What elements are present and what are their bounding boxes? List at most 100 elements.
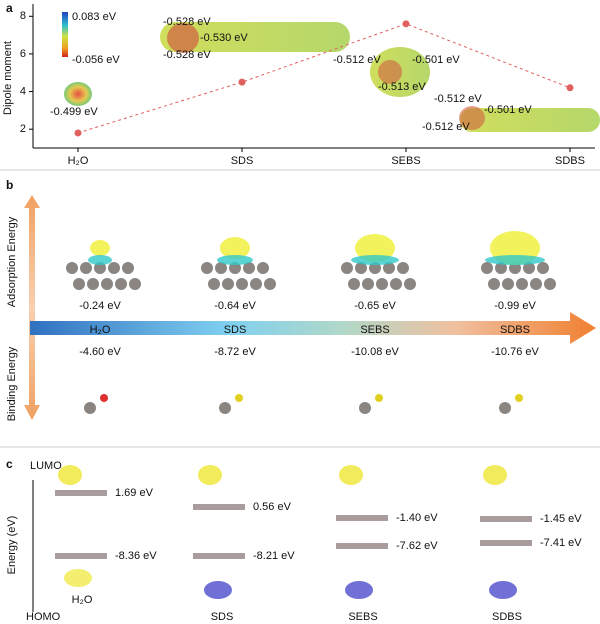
substrate-atom — [341, 262, 353, 274]
esp-map — [167, 23, 199, 53]
orbital — [483, 465, 507, 485]
orbital — [64, 569, 92, 587]
axis-label: Binding Energy — [6, 346, 18, 421]
esp-label: -0.528 eV — [163, 49, 211, 61]
lumo-label: LUMO — [30, 460, 62, 472]
substrate-atom — [215, 262, 227, 274]
substrate-atom — [502, 278, 514, 290]
molecule-name: SDS — [224, 324, 247, 336]
adsorption-energy: -0.99 eV — [494, 300, 536, 312]
molecule-name: H₂O — [90, 324, 111, 336]
adsorption-energy: -0.64 eV — [214, 300, 256, 312]
esp-label: -0.501 eV — [484, 104, 532, 116]
substrate-atom — [236, 278, 248, 290]
molecule-atom — [515, 394, 523, 402]
esp-label: -0.512 eV — [434, 93, 482, 105]
orbital — [58, 465, 82, 485]
substrate-atom — [355, 262, 367, 274]
substrate-atom — [94, 262, 106, 274]
panel-a: Dipole moment 0.083 eV -0.056 eV -0.499 … — [2, 4, 600, 149]
molecule-name: H₂O — [72, 594, 93, 606]
substrate-atom — [362, 278, 374, 290]
homo-level — [336, 543, 388, 549]
substrate-atom — [376, 278, 388, 290]
y-tick-label: 6 — [20, 48, 26, 60]
charge-density — [351, 255, 399, 265]
molecule-name: SDBS — [492, 611, 522, 623]
homo-energy: -8.36 eV — [115, 550, 157, 562]
esp-map — [460, 108, 600, 132]
substrate-atom — [129, 278, 141, 290]
y-tick-label: 8 — [20, 10, 26, 22]
esp-label: -0.528 eV — [163, 16, 211, 28]
homo-energy: -8.21 eV — [253, 550, 295, 562]
esp-label: -0.513 eV — [378, 81, 426, 93]
esp-label: -0.512 eV — [333, 54, 381, 66]
substrate-atom — [222, 278, 234, 290]
orbital — [204, 581, 232, 599]
substrate-atom — [530, 278, 542, 290]
substrate-atom — [488, 278, 500, 290]
axis-label: Adsorption Energy — [6, 216, 18, 307]
binding-energy: -10.76 eV — [491, 346, 539, 358]
charge-density — [485, 255, 545, 265]
molecule-name: SDS — [211, 611, 234, 623]
esp-map — [64, 82, 92, 106]
orbital — [198, 465, 222, 485]
lumo-energy: 0.56 eV — [253, 501, 292, 513]
substrate-atom — [509, 262, 521, 274]
esp-label: -0.499 eV — [50, 106, 98, 118]
data-line — [77, 23, 571, 134]
charge-density — [88, 255, 112, 265]
y-axis-label: Dipole moment — [2, 41, 14, 115]
data-point — [238, 78, 246, 86]
vertical-arrow — [24, 195, 40, 420]
esp-label: -0.512 eV — [422, 121, 470, 133]
lumo-energy: -1.45 eV — [540, 513, 582, 525]
substrate-atom — [80, 262, 92, 274]
colorbar-label: -0.056 eV — [72, 54, 120, 66]
charge-density — [355, 234, 395, 262]
substrate-atom — [243, 262, 255, 274]
adsorption-energy: -0.24 eV — [79, 300, 121, 312]
orbital — [339, 465, 363, 485]
ion-atom — [499, 402, 511, 414]
substrate-atom — [208, 278, 220, 290]
panel-label: c — [6, 457, 13, 471]
lumo-level — [55, 490, 107, 496]
substrate-atom — [544, 278, 556, 290]
substrate-atom — [523, 262, 535, 274]
ion-atom — [359, 402, 371, 414]
esp-map — [160, 22, 350, 52]
esp-label: -0.530 eV — [200, 32, 248, 44]
charge-density — [217, 255, 253, 265]
substrate-atom — [348, 278, 360, 290]
x-tick-label: SDBS — [555, 155, 585, 167]
colorbar-label: 0.083 eV — [72, 11, 117, 23]
horizontal-arrow — [30, 312, 596, 344]
substrate-atom — [122, 262, 134, 274]
substrate-atom — [369, 262, 381, 274]
binding-energy: -4.60 eV — [79, 346, 121, 358]
substrate-atom — [257, 262, 269, 274]
panel-label: b — [6, 178, 13, 192]
molecule-name: SEBS — [360, 324, 389, 336]
homo-level — [55, 553, 107, 559]
binding-energy: -8.72 eV — [214, 346, 256, 358]
colorbar — [62, 12, 68, 57]
substrate-atom — [229, 262, 241, 274]
data-point — [566, 84, 574, 92]
substrate-atom — [404, 278, 416, 290]
orbital — [345, 581, 373, 599]
substrate-atom — [537, 262, 549, 274]
axis-label: Energy (eV) — [6, 516, 18, 575]
esp-map — [459, 106, 485, 130]
homo-label: HOMO — [26, 611, 61, 623]
lumo-level — [193, 504, 245, 510]
x-tick-label: SEBS — [391, 155, 420, 167]
substrate-atom — [115, 278, 127, 290]
substrate-atom — [101, 278, 113, 290]
substrate-atom — [481, 262, 493, 274]
x-tick-label: H₂O — [68, 155, 89, 167]
